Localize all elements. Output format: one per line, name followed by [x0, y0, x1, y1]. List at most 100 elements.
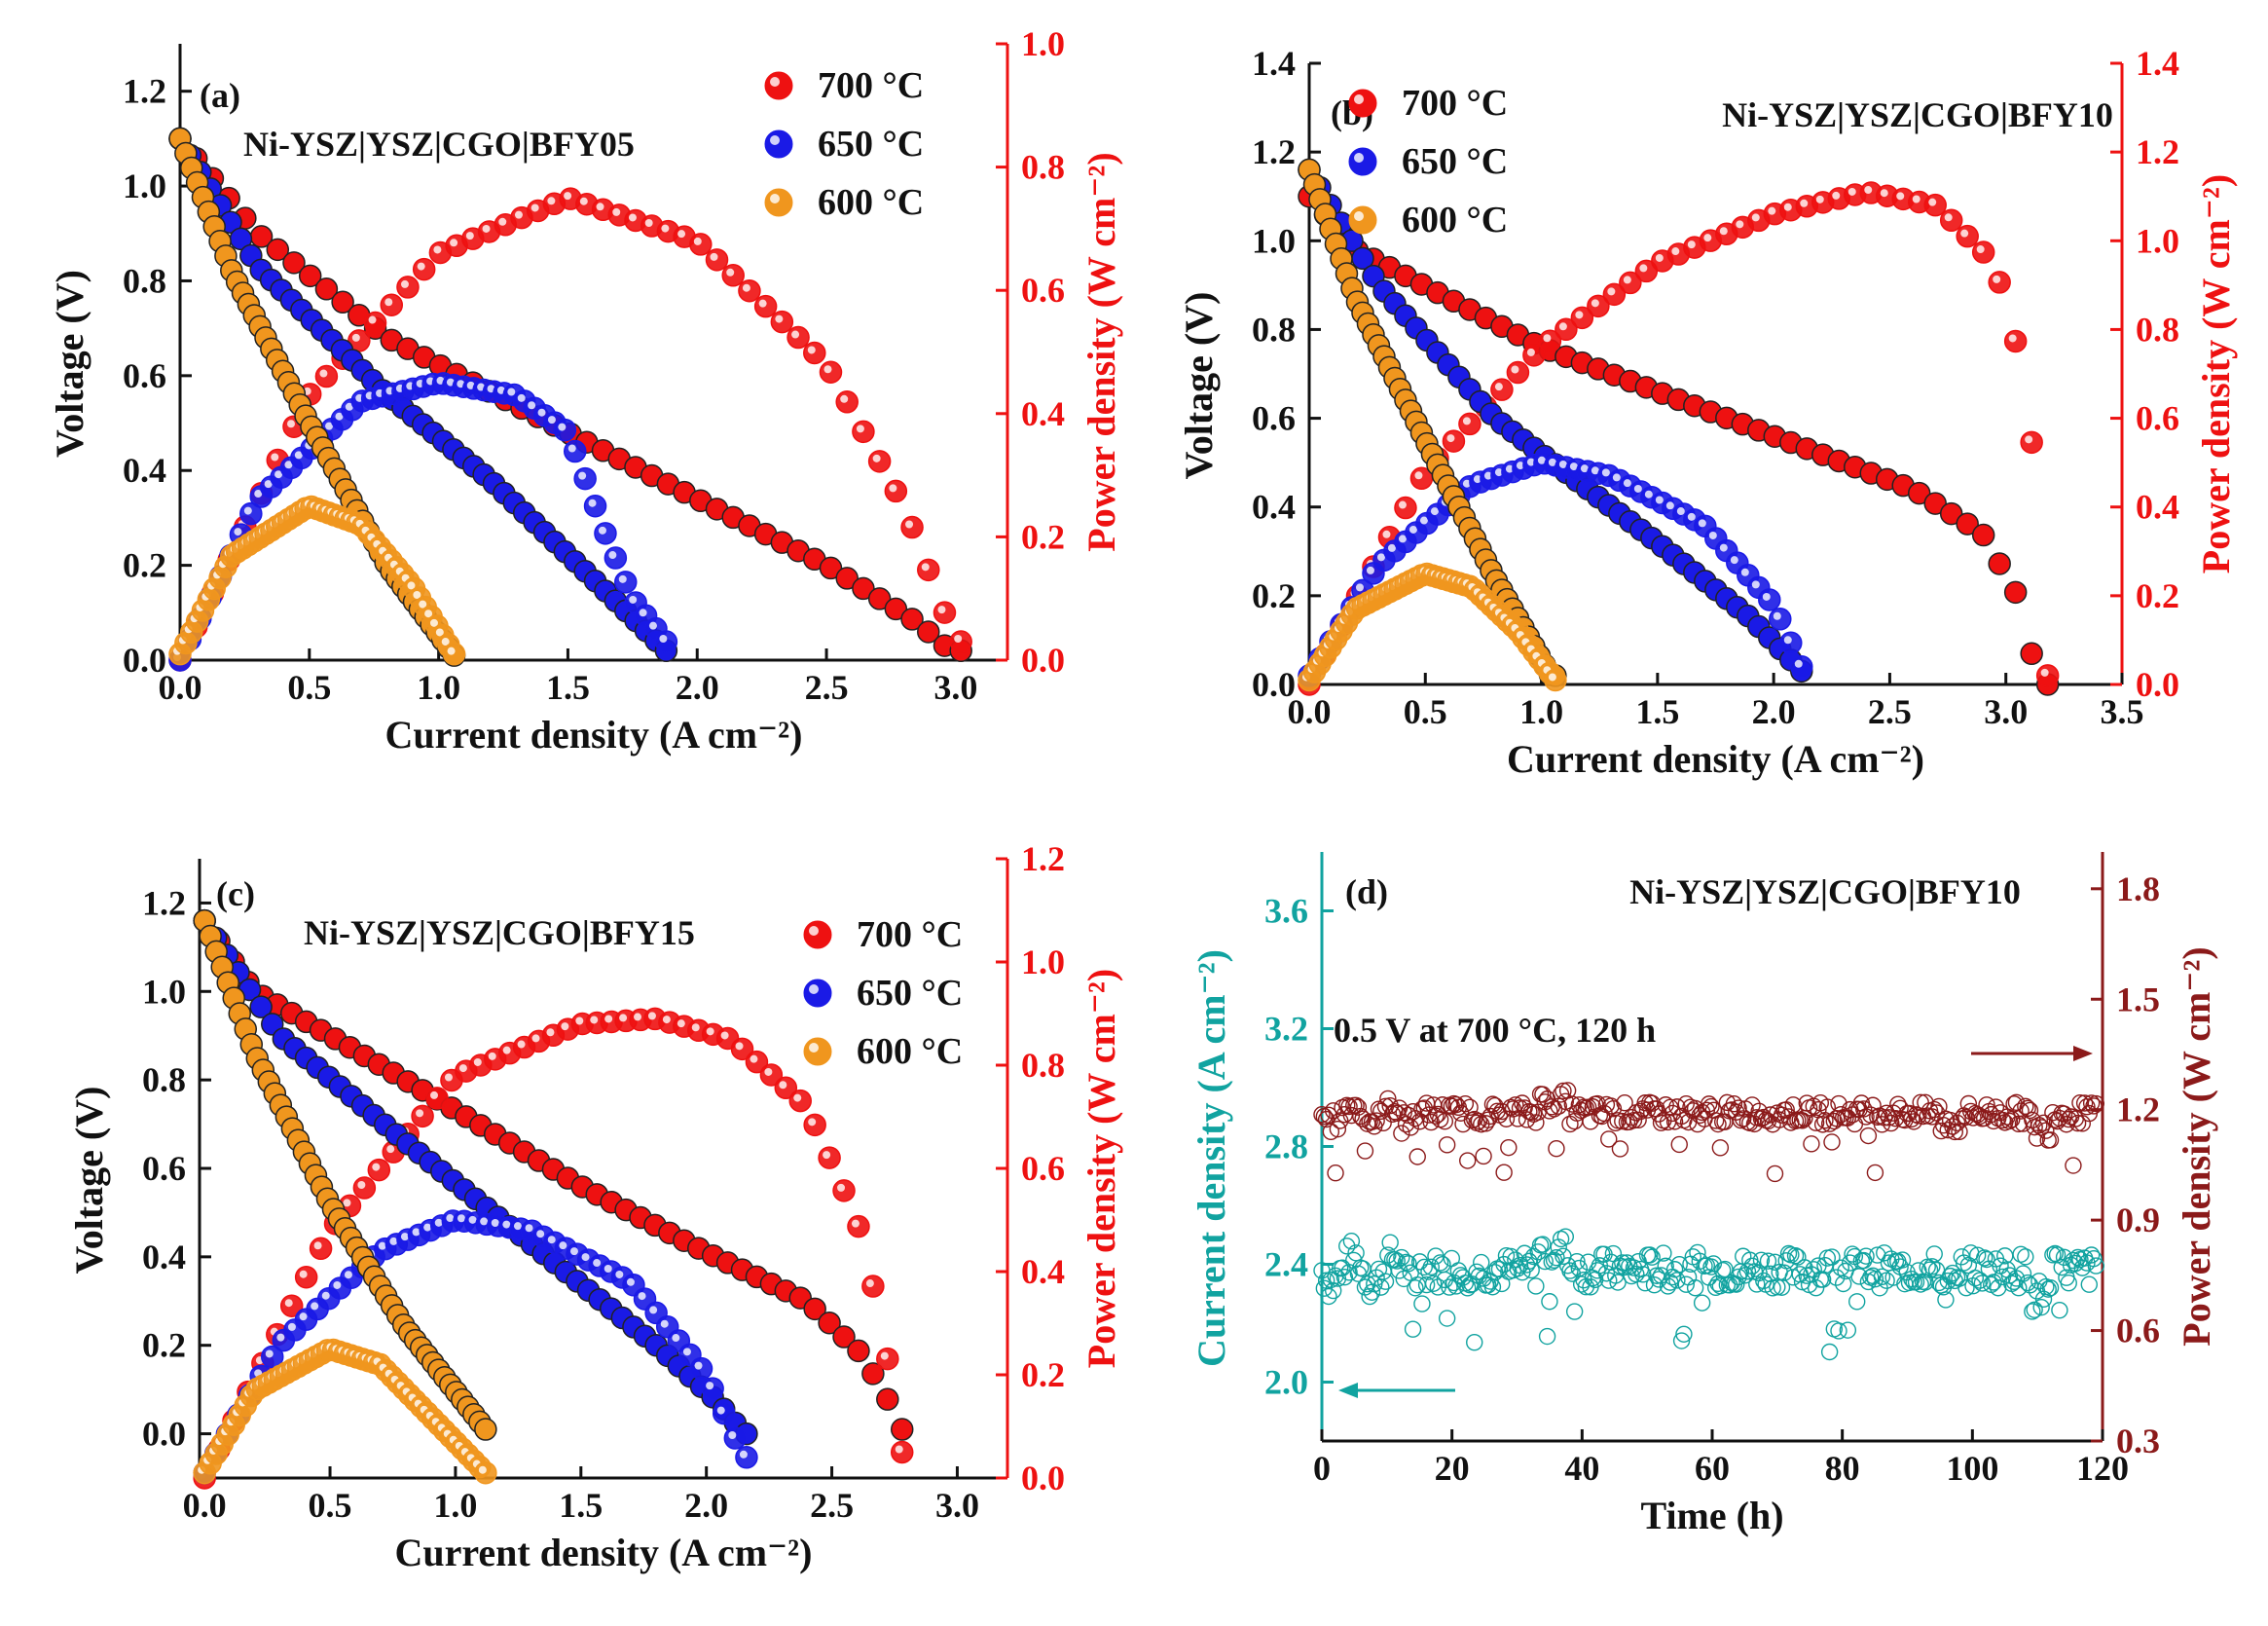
pd-point-highlight [313, 1241, 322, 1250]
pd-point-highlight [1398, 535, 1407, 543]
data-point [1925, 1100, 1943, 1119]
pd-point-highlight [1548, 458, 1556, 466]
pd-point-highlight [413, 591, 421, 600]
data-point [1728, 1103, 1745, 1121]
iv-point [1956, 512, 1979, 536]
data-point [1987, 1098, 2005, 1116]
data-point [1565, 1303, 1584, 1320]
pd-point-highlight [1736, 220, 1744, 229]
pd-point-highlight [1762, 592, 1771, 601]
pd-point-highlight [706, 1382, 714, 1390]
pd-point-highlight [478, 1465, 487, 1474]
pd-point-highlight [1655, 496, 1664, 504]
pd-point-highlight [1526, 458, 1535, 466]
data-point [2085, 1250, 2103, 1268]
pd-point-highlight [547, 416, 556, 425]
pd-point-highlight [446, 1214, 455, 1223]
series-0 [1313, 1228, 2105, 1361]
y2-tick-label: 0.0 [2136, 665, 2179, 704]
pd-point-highlight [234, 528, 242, 536]
iv-point [852, 576, 875, 601]
legend-marker [764, 129, 793, 159]
pd-point-highlight [265, 1349, 274, 1358]
data-point [1823, 1133, 1841, 1151]
data-point [1752, 1251, 1771, 1269]
data-point [1543, 1253, 1560, 1271]
data-point [1759, 1252, 1777, 1270]
y-axis-label: Voltage (V) [67, 1087, 111, 1275]
legend-marker-highlight [770, 135, 780, 145]
data-point [1738, 1263, 1757, 1280]
panel-b: 0.0 0.5 1.0 1.5 2.0 2.5 3.0 3.50.00.20.40.60.81… [1177, 44, 2238, 781]
pd-point-highlight [430, 1090, 439, 1099]
pd-point [412, 257, 436, 281]
pd-point-highlight [598, 526, 606, 535]
pd-point [689, 233, 713, 256]
pd-point-highlight [498, 217, 507, 226]
data-point [2041, 1278, 2060, 1297]
pd-point-highlight [434, 1218, 443, 1227]
pd-point-highlight [823, 365, 832, 374]
pd-point [654, 630, 678, 653]
y-tick-label: 0.2 [123, 546, 166, 585]
pd-point [396, 276, 420, 299]
pd-point-highlight [691, 1023, 700, 1032]
legend-label: 700 °C [857, 914, 963, 955]
pd-point [933, 601, 957, 624]
pd-point-highlight [604, 1015, 613, 1023]
pd-point-highlight [287, 1322, 296, 1331]
legend-marker [1348, 205, 1377, 235]
iv-point [890, 1418, 914, 1441]
data-point [1957, 1278, 1975, 1297]
pd-point-highlight [384, 298, 393, 307]
iv-point [803, 1297, 826, 1321]
pd-point-highlight [1698, 519, 1706, 528]
data-point [1347, 1244, 1365, 1262]
pd-point-highlight [1639, 264, 1648, 273]
iv-point [1923, 492, 1947, 515]
legend-marker [764, 71, 793, 100]
pd-point-highlight [921, 563, 930, 572]
pd-point-highlight [276, 1333, 285, 1342]
data-point [1600, 1130, 1618, 1148]
pd-point-highlight [1505, 464, 1514, 473]
pd-point-highlight [1719, 227, 1728, 236]
pd-point-highlight [1708, 531, 1717, 539]
pd-point [867, 450, 892, 473]
data-point [1859, 1127, 1878, 1145]
data-point [1848, 1293, 1866, 1311]
pd-point [1544, 668, 1567, 692]
y-tick-label: 0.4 [1252, 488, 1296, 527]
right-axis-arrow-head [2073, 1046, 2093, 1061]
data-point [1511, 1256, 1529, 1275]
legend-label: 650 °C [857, 973, 963, 1014]
pd-point-highlight [386, 1145, 395, 1154]
y-axis-label: Current density (A cm⁻²) [1189, 949, 1233, 1367]
pd-point-highlight [1408, 525, 1417, 534]
pd-point-highlight [728, 1431, 737, 1440]
x-tick-label: 3.5 [2101, 692, 2144, 731]
iv-point [314, 277, 339, 301]
pd-point-highlight [1462, 417, 1471, 425]
data-point [1568, 1104, 1586, 1122]
panel-d: 0 20 40 60 80 100 120 2.0 2.4 2.8 3.2 3.6 0.3 0.6 0.9 1… [1189, 852, 2218, 1537]
data-point [1818, 1098, 1836, 1116]
y2-tick-label: 0.8 [1021, 148, 1065, 187]
pd-point-highlight [750, 1054, 758, 1063]
data-point [1338, 1096, 1356, 1115]
data-point [1893, 1251, 1912, 1269]
data-point [1728, 1275, 1745, 1293]
data-point [1356, 1142, 1374, 1160]
x-tick-label: 0.0 [183, 1486, 227, 1525]
pd-point-highlight [604, 1265, 612, 1273]
pd-point-highlight [1355, 583, 1364, 592]
data-point [1475, 1147, 1492, 1165]
pd-point-highlight [530, 203, 539, 212]
pd-point-highlight [457, 1214, 465, 1223]
data-point [1700, 1095, 1718, 1113]
pd-point-highlight [1569, 462, 1578, 471]
pd-point-highlight [710, 252, 718, 261]
data-point [1504, 1100, 1522, 1118]
data-point [1732, 1111, 1750, 1129]
y2-axis-label: Power density (W cm⁻²) [1079, 152, 1123, 551]
